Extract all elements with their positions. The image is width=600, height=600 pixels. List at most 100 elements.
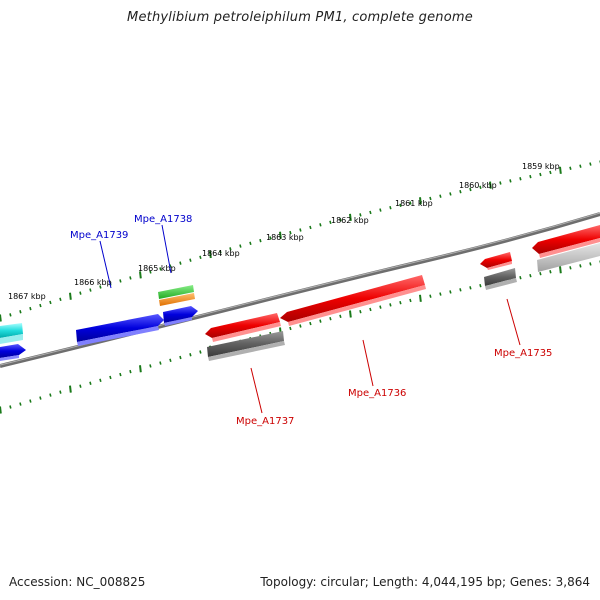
outer-track-minor-tick (269, 236, 272, 240)
outer-track-major-tick (489, 181, 492, 189)
outer-track-minor-tick (19, 310, 22, 314)
outer-track-minor-tick (189, 258, 192, 262)
inner-track-minor-tick (109, 375, 112, 380)
gene-label-mpe-a1739[interactable]: Mpe_A1739 (70, 230, 128, 241)
gene-mpe-a1735[interactable] (480, 252, 512, 270)
outer-track-minor-tick (99, 285, 102, 289)
outer-track-minor-tick (229, 247, 232, 251)
outer-track-minor-tick (39, 303, 42, 308)
inner-track-minor-tick (119, 372, 122, 377)
outer-track-minor-tick (319, 223, 322, 227)
scale-label-1861: 1861 kbp (395, 199, 433, 208)
outer-track-major-tick (349, 213, 352, 221)
inner-track-major-tick (139, 365, 142, 373)
outer-track-minor-tick (369, 210, 372, 215)
inner-track-minor-tick (359, 309, 362, 314)
outer-track-minor-tick (379, 208, 382, 212)
label-leader-lines (99, 224, 521, 414)
inner-track-minor-tick (519, 275, 522, 280)
outer-track-minor-tick (259, 238, 262, 243)
inner-track-minor-tick (539, 272, 542, 276)
outer-track-major-tick (279, 231, 282, 239)
outer-track-minor-tick (289, 230, 292, 235)
outer-track-minor-tick (149, 270, 152, 274)
inner-track-minor-tick (549, 270, 552, 274)
inner-track-minor-tick (159, 361, 162, 365)
genome-summary-text: Topology: circular; Length: 4,044,195 bp… (260, 575, 590, 589)
gene-mpe-a1739[interactable] (76, 314, 164, 346)
outer-track-minor-tick (409, 201, 412, 205)
inner-track-major-tick (0, 406, 2, 414)
gene-lightgray-right[interactable] (537, 243, 600, 272)
gene-gray-a1735[interactable] (484, 268, 517, 290)
gene-red-right-partial[interactable] (532, 225, 600, 258)
outer-track-minor-tick (239, 244, 242, 248)
outer-track-minor-tick (549, 170, 552, 175)
outer-track-minor-tick (429, 196, 432, 201)
inner-track-minor-tick (289, 326, 292, 331)
gene-feature-orange[interactable] (159, 293, 195, 306)
gene-mpe-a1737[interactable] (205, 313, 281, 342)
gene-gray-a1737[interactable] (207, 331, 285, 361)
inner-track-minor-tick (569, 266, 572, 270)
inner-track-minor-tick (399, 300, 402, 305)
inner-track-minor-tick (339, 314, 342, 319)
outer-track-minor-tick (529, 174, 532, 179)
scale-labels: 1867 kbp 1866 kbp 1865 kbp 1864 kbp 1863… (8, 162, 560, 301)
gene-cyan-partial[interactable] (0, 323, 23, 344)
outer-track-minor-tick (9, 313, 12, 317)
outer-track-major-tick (419, 197, 422, 205)
outer-track-minor-tick (249, 241, 252, 246)
outer-track-minor-tick (499, 181, 502, 185)
outer-track-minor-tick (539, 172, 542, 177)
inner-track-minor-tick (299, 324, 302, 328)
inner-track-minor-tick (579, 264, 582, 268)
inner-track-minor-tick (529, 273, 532, 278)
outer-track-minor-tick (509, 179, 512, 183)
outer-track-minor-tick (59, 297, 62, 302)
outer-track-major-tick (69, 292, 72, 300)
inner-track-minor-tick (129, 369, 132, 374)
outer-track-minor-tick (579, 164, 582, 168)
inner-track-minor-tick (59, 390, 62, 394)
gene-mpe-a1738[interactable] (163, 306, 198, 326)
inner-track-minor-tick (479, 284, 482, 288)
inner-track-minor-tick (319, 319, 322, 323)
inner-track-major-tick (349, 310, 352, 318)
inner-track-minor-tick (199, 350, 202, 354)
inner-track-minor-tick (329, 317, 332, 321)
gene-feature-green[interactable] (158, 285, 194, 299)
outer-track-minor-tick (479, 185, 482, 190)
outer-track-minor-tick (29, 306, 32, 311)
outer-track-minor-tick (569, 166, 572, 170)
inner-track-minor-tick (189, 353, 192, 357)
accession-text: Accession: NC_008825 (9, 575, 146, 589)
scale-label-1863: 1863 kbp (266, 233, 304, 242)
outer-track-minor-tick (359, 213, 362, 217)
inner-track-minor-tick (79, 384, 82, 388)
inner-track-minor-tick (19, 402, 22, 406)
inner-track-minor-tick (379, 305, 382, 309)
gene-label-mpe-a1738[interactable]: Mpe_A1738 (134, 214, 192, 225)
gene-blue-small-left[interactable] (0, 344, 26, 361)
outer-track-minor-tick (329, 220, 332, 225)
outer-track-minor-tick (89, 288, 92, 292)
gene-mpe-a1736[interactable] (280, 275, 426, 326)
inner-track-major-tick (559, 266, 562, 274)
outer-track-minor-tick (389, 205, 392, 210)
outer-track-minor-tick (459, 190, 462, 194)
inner-track-minor-tick (409, 298, 412, 303)
genome-title: Methylibium petroleiphilum PM1, complete… (127, 10, 473, 25)
gene-label-mpe-a1735[interactable]: Mpe_A1735 (494, 348, 552, 359)
outer-track-minor-tick (129, 276, 132, 280)
inner-track-major-tick (419, 294, 422, 302)
scale-label-1862: 1862 kbp (331, 216, 369, 225)
inner-track-minor-tick (169, 358, 172, 363)
outer-track-major-tick (0, 314, 2, 322)
gene-label-mpe-a1736[interactable]: Mpe_A1736 (348, 388, 406, 399)
inner-track-minor-tick (389, 303, 392, 307)
gene-label-mpe-a1737[interactable]: Mpe_A1737 (236, 416, 294, 427)
outer-track-major-tick (139, 271, 142, 279)
outer-track-minor-tick (169, 264, 172, 268)
